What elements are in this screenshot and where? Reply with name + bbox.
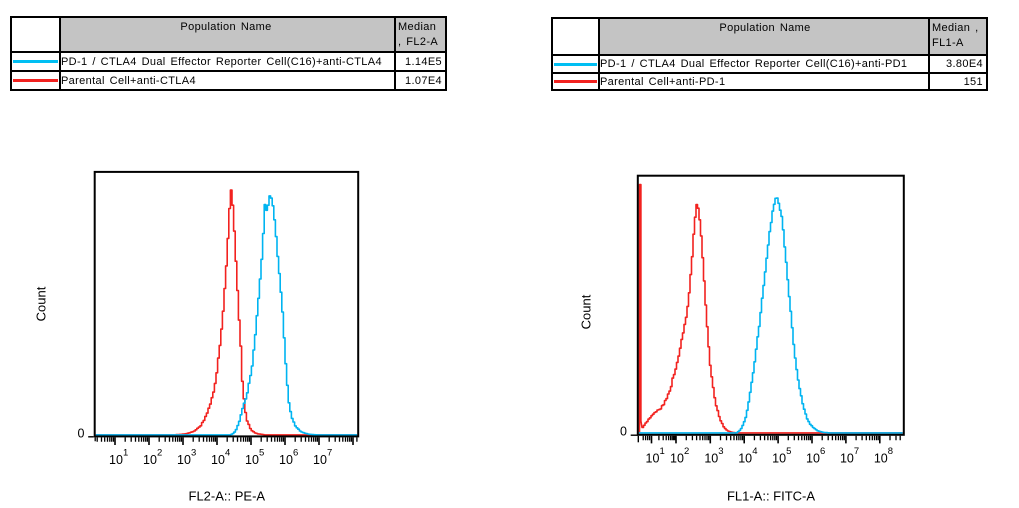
svg-text:FL1-A:: FITC-A: FL1-A:: FITC-A bbox=[727, 489, 815, 504]
svg-text:10: 10 bbox=[670, 452, 684, 466]
svg-text:6: 6 bbox=[820, 446, 825, 457]
svg-text:2: 2 bbox=[684, 446, 689, 457]
svg-text:4: 4 bbox=[752, 446, 757, 457]
svg-text:2: 2 bbox=[157, 448, 162, 459]
svg-text:5: 5 bbox=[259, 448, 264, 459]
svg-text:7: 7 bbox=[854, 446, 859, 457]
svg-text:10: 10 bbox=[646, 452, 660, 466]
svg-text:10: 10 bbox=[738, 452, 752, 466]
svg-text:10: 10 bbox=[772, 452, 786, 466]
svg-text:1: 1 bbox=[660, 446, 665, 457]
svg-text:3: 3 bbox=[191, 448, 196, 459]
svg-text:FL2-A:: PE-A: FL2-A:: PE-A bbox=[189, 489, 266, 504]
svg-text:0: 0 bbox=[78, 427, 85, 441]
svg-text:5: 5 bbox=[786, 446, 791, 457]
svg-text:Count: Count bbox=[579, 294, 594, 329]
svg-text:4: 4 bbox=[225, 448, 230, 459]
svg-text:8: 8 bbox=[888, 446, 893, 457]
svg-text:1: 1 bbox=[123, 448, 128, 459]
svg-text:10: 10 bbox=[109, 453, 123, 467]
svg-text:Count: Count bbox=[34, 286, 49, 321]
svg-text:10: 10 bbox=[245, 453, 259, 467]
svg-text:10: 10 bbox=[313, 453, 327, 467]
svg-text:10: 10 bbox=[806, 452, 820, 466]
svg-text:3: 3 bbox=[718, 446, 723, 457]
svg-text:10: 10 bbox=[211, 453, 225, 467]
svg-text:6: 6 bbox=[293, 448, 298, 459]
svg-text:10: 10 bbox=[704, 452, 718, 466]
svg-text:7: 7 bbox=[327, 448, 332, 459]
svg-text:10: 10 bbox=[874, 452, 888, 466]
svg-text:10: 10 bbox=[279, 453, 293, 467]
svg-text:10: 10 bbox=[840, 452, 854, 466]
svg-text:10: 10 bbox=[143, 453, 157, 467]
svg-text:0: 0 bbox=[620, 425, 627, 439]
svg-text:10: 10 bbox=[177, 453, 191, 467]
